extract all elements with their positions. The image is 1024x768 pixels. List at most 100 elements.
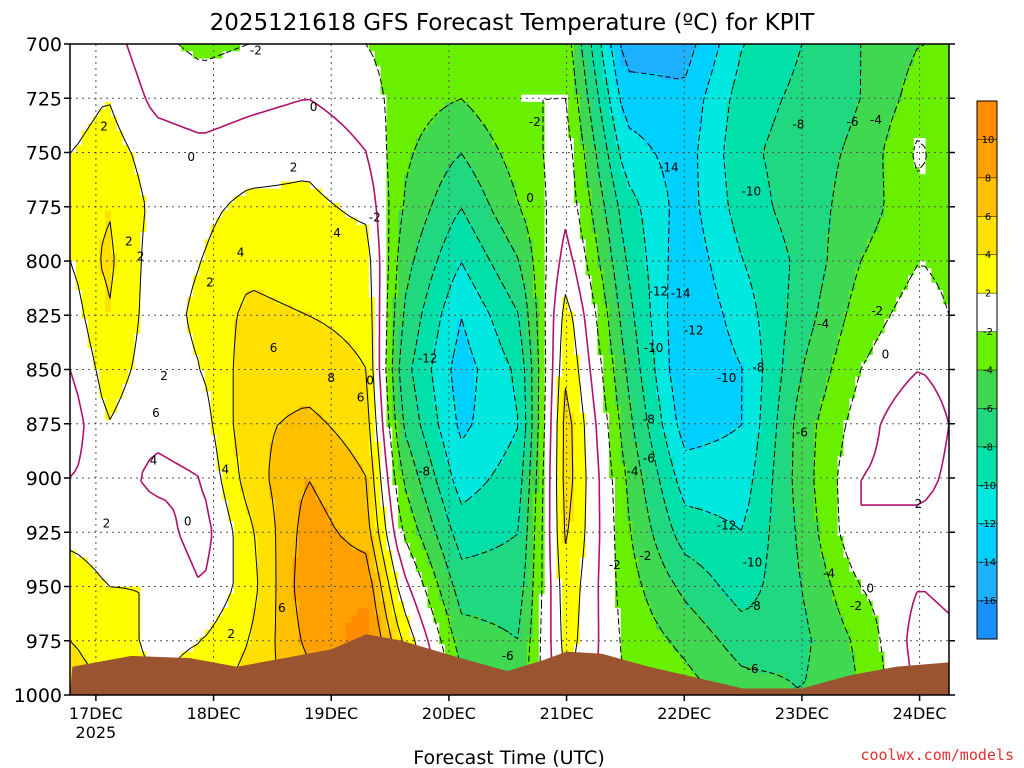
temperature-cell	[280, 543, 288, 551]
temperature-cell	[181, 333, 188, 342]
temperature-cell	[204, 572, 212, 580]
temperature-cell	[140, 333, 147, 342]
temperature-cell	[116, 506, 124, 515]
temperature-cell	[75, 72, 83, 81]
temperature-cell	[169, 456, 177, 465]
temperature-cell	[304, 217, 311, 226]
temperature-cell	[181, 369, 188, 378]
temperature-cell	[193, 644, 200, 653]
temperature-cell	[152, 282, 159, 291]
temperature-cell	[210, 644, 218, 653]
temperature-cell	[193, 600, 200, 609]
temperature-cell	[327, 195, 335, 204]
temperature-cell	[275, 427, 282, 436]
temperature-cell	[234, 289, 241, 298]
temperature-cell	[222, 340, 229, 349]
temperature-cell	[99, 470, 106, 479]
temperature-cell	[239, 181, 247, 190]
temperature-cell	[81, 116, 89, 125]
temperature-cell	[111, 355, 118, 363]
temperature-cell	[228, 159, 235, 168]
temperature-cell	[304, 441, 311, 450]
temperature-cell	[351, 434, 358, 443]
temperature-cell	[351, 282, 358, 291]
temperature-cell	[75, 412, 83, 421]
temperature-cell	[222, 470, 229, 479]
temperature-cell	[263, 44, 270, 52]
temperature-cell	[93, 600, 100, 609]
temperature-cell	[392, 239, 399, 248]
temperature-cell	[292, 138, 300, 146]
temperature-cell	[392, 232, 399, 240]
temperature-cell	[245, 579, 253, 588]
temperature-cell	[245, 478, 253, 486]
temperature-cell	[392, 101, 399, 110]
temperature-cell	[122, 463, 130, 472]
temperature-cell	[380, 412, 388, 421]
temperature-cell	[239, 651, 247, 660]
temperature-cell	[128, 369, 136, 378]
temperature-cell	[93, 138, 100, 146]
temperature-cell	[222, 506, 229, 515]
temperature-cell	[116, 514, 124, 522]
temperature-cell	[198, 58, 206, 67]
temperature-cell	[81, 391, 89, 400]
temperature-cell	[310, 239, 317, 248]
temperature-cell	[304, 87, 311, 96]
temperature-cell	[286, 608, 294, 617]
temperature-cell	[321, 434, 329, 443]
temperature-cell	[70, 564, 77, 573]
temperature-cell	[193, 340, 200, 349]
temperature-cell	[163, 44, 171, 52]
temperature-cell	[275, 499, 282, 508]
temperature-cell	[228, 87, 235, 96]
temperature-cell	[363, 87, 370, 96]
temperature-cell	[75, 340, 83, 349]
temperature-cell	[386, 347, 393, 356]
temperature-cell	[304, 456, 311, 465]
temperature-cell	[257, 564, 264, 573]
temperature-cell	[187, 456, 194, 465]
temperature-cell	[363, 318, 370, 327]
temperature-cell	[216, 355, 223, 363]
temperature-cell	[222, 651, 229, 660]
temperature-cell	[216, 506, 223, 515]
temperature-cell	[87, 441, 95, 450]
temperature-cell	[333, 304, 341, 313]
temperature-cell	[263, 456, 270, 465]
temperature-cell	[386, 138, 393, 146]
temperature-cell	[275, 138, 282, 146]
temperature-cell	[269, 318, 276, 327]
temperature-cell	[99, 391, 106, 400]
temperature-cell	[93, 65, 100, 74]
temperature-cell	[216, 130, 223, 139]
temperature-cell	[116, 289, 124, 298]
temperature-cell	[93, 109, 100, 117]
temperature-cell	[374, 318, 382, 327]
temperature-cell	[263, 550, 270, 559]
temperature-cell	[275, 210, 282, 219]
temperature-cell	[363, 239, 370, 248]
temperature-cell	[187, 572, 194, 580]
temperature-cell	[304, 528, 311, 537]
temperature-cell	[251, 333, 259, 342]
temperature-cell	[357, 261, 364, 269]
temperature-cell	[275, 478, 282, 486]
temperature-cell	[374, 239, 382, 248]
temperature-cell	[187, 615, 194, 624]
temperature-cell	[292, 564, 300, 573]
temperature-cell	[351, 58, 358, 67]
temperature-cell	[280, 333, 288, 342]
temperature-cell	[216, 138, 223, 146]
temperature-cell	[275, 145, 282, 154]
temperature-cell	[210, 181, 218, 190]
temperature-cell	[380, 333, 388, 342]
temperature-cell	[351, 268, 358, 277]
temperature-cell	[292, 557, 300, 566]
temperature-cell	[292, 369, 300, 378]
temperature-cell	[269, 246, 276, 255]
temperature-cell	[304, 615, 311, 624]
temperature-cell	[251, 195, 259, 204]
temperature-cell	[269, 304, 276, 313]
temperature-cell	[146, 572, 153, 580]
